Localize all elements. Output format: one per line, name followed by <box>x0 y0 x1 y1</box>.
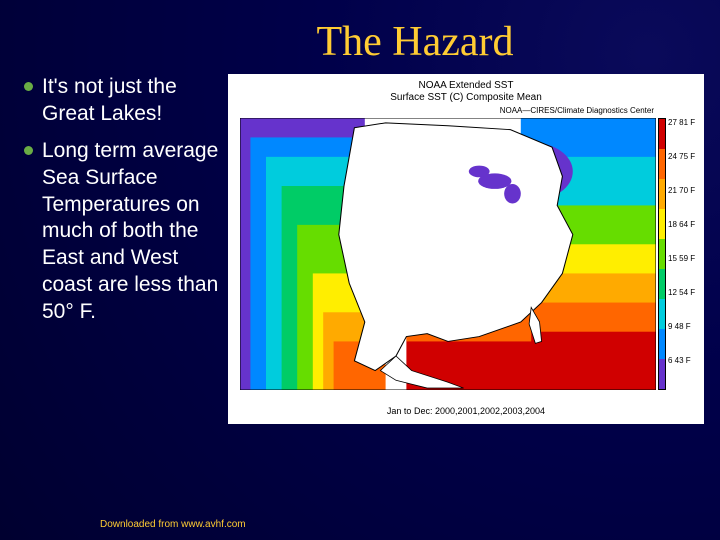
legend-segment <box>659 209 665 239</box>
legend-segment <box>659 299 665 329</box>
map-container <box>240 118 656 390</box>
legend-label: 9 48 F <box>668 322 691 331</box>
legend-label: 12 54 F <box>668 288 695 297</box>
legend-label: 15 59 F <box>668 254 695 263</box>
legend-segment <box>659 239 665 269</box>
figure-subtitle: NOAA—CIRES/Climate Diagnostics Center <box>228 104 704 115</box>
sst-figure: NOAA Extended SST Surface SST (C) Compos… <box>228 74 704 424</box>
figure-caption: Jan to Dec: 2000,2001,2002,2003,2004 <box>228 406 704 416</box>
sst-map <box>240 118 656 390</box>
legend-label: 6 43 F <box>668 356 691 365</box>
legend-segment <box>659 179 665 209</box>
legend-segment <box>659 329 665 359</box>
legend-segment <box>659 269 665 299</box>
color-legend: 27 81 F 24 75 F 21 70 F 18 64 F 15 59 F 12 54… <box>658 118 698 390</box>
bullet-list: It's not just the Great Lakes! Long term … <box>24 74 224 424</box>
legend-segment <box>659 149 665 179</box>
legend-label: 18 64 F <box>668 220 695 229</box>
legend-segment <box>659 359 665 389</box>
content-row: It's not just the Great Lakes! Long term … <box>0 66 720 424</box>
legend-label: 24 75 F <box>668 152 695 161</box>
legend-bar <box>658 118 666 390</box>
legend-segment <box>659 119 665 149</box>
slide-title: The Hazard <box>0 0 720 66</box>
figure-title-line1: NOAA Extended SST <box>228 80 704 92</box>
figure-title: NOAA Extended SST Surface SST (C) Compos… <box>228 74 704 104</box>
bullet-item: Long term average Sea Surface Temperatur… <box>24 138 224 326</box>
legend-label: 27 81 F <box>668 118 695 127</box>
footer-credit: Downloaded from www.avhf.com <box>100 519 246 530</box>
legend-label: 21 70 F <box>668 186 695 195</box>
bullet-item: It's not just the Great Lakes! <box>24 74 224 128</box>
figure-title-line2: Surface SST (C) Composite Mean <box>228 92 704 104</box>
